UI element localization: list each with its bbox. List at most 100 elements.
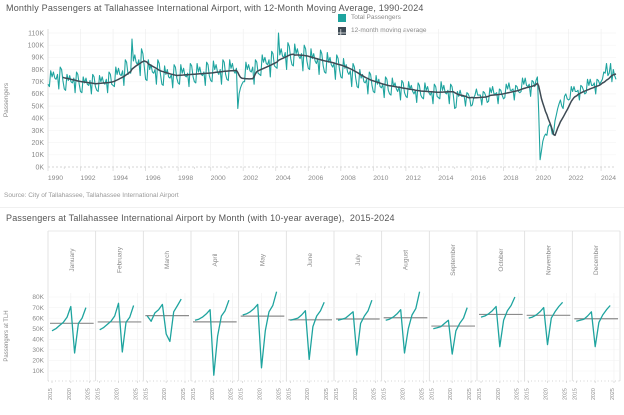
svg-text:2025: 2025 bbox=[562, 388, 568, 400]
facet-header-label: March bbox=[164, 251, 171, 269]
facet-header-label: June bbox=[307, 253, 314, 267]
facet-October: October 2015 2020 2025 bbox=[476, 231, 524, 400]
svg-text:2024: 2024 bbox=[601, 175, 616, 182]
svg-text:2008: 2008 bbox=[341, 175, 356, 182]
svg-text:1994: 1994 bbox=[113, 175, 128, 182]
svg-text:80K: 80K bbox=[32, 294, 44, 301]
svg-text:20K: 20K bbox=[32, 358, 44, 365]
axes: 0K 10K 20K 30K 40K 50K 60K 70K 80K 90K 100K 110K 199… bbox=[3, 30, 616, 182]
svg-text:1990: 1990 bbox=[48, 175, 63, 182]
svg-text:2020: 2020 bbox=[162, 388, 168, 400]
facet-header-label: October bbox=[498, 248, 505, 272]
monthly-passengers-chart: 0K 10K 20K 30K 40K 50K 60K 70K 80K 90K 100K 110K 199… bbox=[3, 29, 617, 182]
svg-text:1998: 1998 bbox=[178, 175, 193, 182]
svg-text:2006: 2006 bbox=[308, 175, 323, 182]
svg-text:20K: 20K bbox=[32, 140, 45, 147]
monthly-trend-line bbox=[51, 305, 87, 354]
monthly-trend-line bbox=[194, 299, 230, 376]
facet-header-label: November bbox=[546, 244, 553, 275]
legend: Total Passengers 12-month moving average bbox=[338, 11, 427, 37]
legend-label: 12-month moving average bbox=[351, 27, 427, 34]
svg-text:2025: 2025 bbox=[419, 388, 425, 400]
svg-text:2020: 2020 bbox=[353, 388, 359, 400]
legend-label: Total Passengers bbox=[351, 14, 401, 21]
svg-text:10K: 10K bbox=[32, 152, 45, 159]
top-chart-title: Monthly Passengers at Tallahassee Intern… bbox=[6, 3, 424, 13]
svg-text:2025: 2025 bbox=[229, 388, 235, 400]
facet-September: September 2015 2020 2025 bbox=[428, 231, 476, 400]
svg-text:90K: 90K bbox=[32, 55, 45, 62]
total-passengers-swatch-icon bbox=[338, 13, 346, 22]
svg-text:110K: 110K bbox=[28, 30, 44, 37]
monthly-trend-line bbox=[433, 307, 468, 355]
svg-text:2025: 2025 bbox=[515, 388, 521, 400]
svg-text:2020: 2020 bbox=[210, 388, 216, 400]
svg-text:2020: 2020 bbox=[305, 388, 311, 400]
svg-text:2012: 2012 bbox=[406, 175, 421, 182]
svg-text:2015: 2015 bbox=[572, 388, 578, 400]
svg-text:2014: 2014 bbox=[438, 175, 453, 182]
by-month-small-multiples-chart: 10K 20K 30K 40K 50K 60K 70K 80K Passengers at TL… bbox=[4, 230, 621, 400]
svg-text:80K: 80K bbox=[32, 67, 45, 74]
monthly-trend-line bbox=[576, 305, 611, 348]
bottom-chart-title: Passengers at Tallahassee International … bbox=[6, 213, 395, 223]
total-passengers-line bbox=[47, 32, 617, 161]
svg-text:2015: 2015 bbox=[191, 388, 197, 400]
monthly-trend-line bbox=[480, 296, 516, 348]
svg-text:Passengers at TLH: Passengers at TLH bbox=[4, 310, 10, 361]
facet-March: March 2015 2020 2025 bbox=[142, 231, 190, 400]
monthly-trend-line bbox=[242, 291, 278, 369]
facet-header-label: February bbox=[117, 246, 124, 273]
svg-text:40K: 40K bbox=[32, 336, 44, 343]
svg-text:2020: 2020 bbox=[448, 388, 454, 400]
svg-text:2025: 2025 bbox=[181, 388, 187, 400]
svg-text:2020: 2020 bbox=[544, 388, 550, 400]
svg-text:0K: 0K bbox=[35, 164, 44, 171]
svg-text:Passengers: Passengers bbox=[3, 82, 10, 117]
facet-August: August 2015 2020 2025 bbox=[381, 231, 429, 400]
svg-text:10K: 10K bbox=[32, 368, 44, 375]
facet-header-label: August bbox=[403, 250, 410, 270]
svg-text:2020: 2020 bbox=[536, 175, 551, 182]
facet-header-label: April bbox=[212, 253, 219, 267]
svg-text:40K: 40K bbox=[32, 116, 45, 123]
svg-text:100K: 100K bbox=[28, 42, 45, 49]
facet-April: April 2015 2020 2025 bbox=[190, 231, 238, 400]
svg-text:2010: 2010 bbox=[373, 175, 388, 182]
svg-text:2016: 2016 bbox=[471, 175, 486, 182]
monthly-trend-line bbox=[146, 298, 182, 343]
svg-text:2020: 2020 bbox=[591, 388, 597, 400]
bottom-chart-section: Passengers at Tallahassee International … bbox=[0, 207, 624, 415]
facet-February: February 2015 2020 2025 bbox=[95, 231, 143, 400]
svg-text:50K: 50K bbox=[32, 103, 45, 110]
legend-item-total-passengers: Total Passengers bbox=[338, 11, 427, 24]
facet-header-label: September bbox=[450, 243, 457, 276]
svg-text:2015: 2015 bbox=[477, 388, 483, 400]
svg-text:30K: 30K bbox=[32, 128, 45, 135]
svg-text:2025: 2025 bbox=[610, 388, 616, 400]
moving-average-line bbox=[62, 53, 617, 137]
svg-text:2015: 2015 bbox=[96, 388, 102, 400]
svg-text:2025: 2025 bbox=[276, 388, 282, 400]
monthly-trend-line bbox=[290, 302, 325, 361]
svg-text:2018: 2018 bbox=[503, 175, 518, 182]
svg-text:1992: 1992 bbox=[80, 175, 95, 182]
svg-text:2025: 2025 bbox=[372, 388, 378, 400]
svg-text:60K: 60K bbox=[32, 315, 44, 322]
monthly-trend-line bbox=[385, 291, 421, 354]
svg-text:1996: 1996 bbox=[145, 175, 160, 182]
svg-text:2000: 2000 bbox=[211, 175, 226, 182]
facet-header-label: January bbox=[69, 248, 76, 272]
svg-text:2020: 2020 bbox=[401, 388, 407, 400]
monthly-trend-line bbox=[528, 301, 564, 346]
monthly-trend-line bbox=[99, 302, 135, 353]
svg-text:2025: 2025 bbox=[324, 388, 330, 400]
facet-header-label: May bbox=[260, 253, 267, 266]
monthly-trend-line bbox=[337, 299, 373, 356]
svg-text:2015: 2015 bbox=[239, 388, 245, 400]
svg-text:70K: 70K bbox=[32, 79, 45, 86]
axes: 10K 20K 30K 40K 50K 60K 70K 80K Passengers at TL… bbox=[4, 294, 45, 375]
facet-January: January 2015 2020 2025 bbox=[47, 231, 95, 400]
svg-text:30K: 30K bbox=[32, 347, 44, 354]
